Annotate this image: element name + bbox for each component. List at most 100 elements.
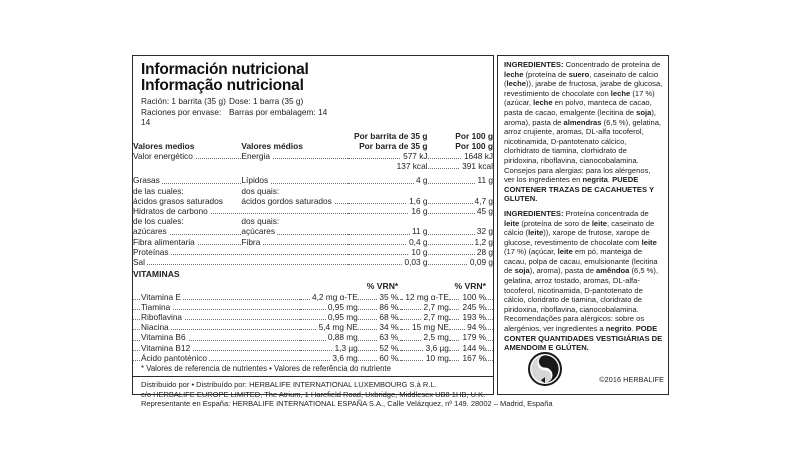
vitamin-p2-text: 245 %: [460, 301, 486, 312]
nutrient-es: Sal: [133, 256, 348, 267]
nutrient-pt: dos quais:: [241, 186, 347, 196]
vitamins-header: VITAMINAS: [133, 269, 180, 280]
vitamin-name: Vitamina E: [133, 291, 300, 302]
nutrient-v1: 577 kJ: [347, 150, 428, 161]
nutrient-v2-text: 391 kcal: [460, 161, 493, 172]
vitamins-header-row: VITAMINAS: [133, 267, 493, 279]
ing-es-b6: soja: [636, 107, 652, 117]
nutrient-pt: Lípidos: [241, 175, 348, 186]
vitamin-v2: 3,6 µg: [401, 342, 449, 353]
nutrient-es: [133, 161, 241, 171]
vitamin-p2: 144 %: [448, 342, 493, 353]
distributor-line-1: Distribuido por • Distribuído por: HERBA…: [141, 379, 437, 389]
nutrient-es-text: Fibra alimentaria: [133, 236, 197, 247]
vitamin-v1-text: 1,3 µg: [332, 342, 358, 353]
vitamin-p1-text: 60 %: [377, 352, 399, 363]
ing-pt-t4: )), xarope de frutose, xarope de glucose…: [504, 228, 650, 247]
vitamin-v2: 10 mg: [401, 352, 449, 363]
table-row: de los cuales: dos quais:: [133, 216, 493, 226]
vitamin-p1: 34 %: [357, 322, 402, 333]
ingredients-spanish: INGREDIENTES: Concentrado de proteína de…: [504, 60, 663, 204]
ing-pt-t2: (proteína de soro de: [519, 218, 592, 228]
nutrient-v1-text: 577 kJ: [401, 150, 428, 161]
nutrient-es: Valor energético: [133, 150, 242, 161]
vitamin-name: Vitamina B6: [133, 332, 300, 343]
nutrient-v2-text: 11 g: [475, 175, 493, 186]
nutrition-table: Por barrita de 35 g Por 100 g Valores me…: [133, 131, 493, 280]
nutrient-pt: Fibra: [241, 236, 348, 247]
nutrient-pt-text: Energia: [241, 150, 273, 161]
footer-logo-area: ©2016 HERBALIFE: [498, 344, 668, 390]
vitamin-v2-text: 15 mg NE: [410, 322, 449, 333]
ingredients-label-es: INGREDIENTES:: [504, 60, 564, 69]
nutrient-v2: 11 g: [427, 175, 493, 186]
table-row: azúcares açúcares 11 g 32 g: [133, 226, 493, 237]
ing-pt-b5: leite: [557, 247, 573, 257]
nutrient-es: de los cuales:: [133, 216, 241, 226]
ingredients-label-pt: INGREDIENTES:: [504, 208, 564, 218]
vitamin-name: Tiamina: [133, 301, 300, 312]
nutrient-v2-text: 45 g: [474, 205, 493, 216]
nutrient-es-text: azúcares: [133, 226, 169, 237]
vitamin-p1-text: 52 %: [377, 342, 399, 353]
vitamin-p1-text: 35 %: [377, 291, 399, 302]
header-per-100-pt: Por 100 g: [455, 140, 493, 151]
table-row: Hidratos de carbono 16 g 45 g: [133, 205, 493, 216]
ing-es-t5: (17 %) (azúcar,: [504, 88, 655, 108]
nutrient-v2: 28 g: [427, 246, 493, 257]
ing-es-t1: Concentrado de proteína de: [563, 60, 661, 69]
table-row: Fibra alimentaria Fibra 0,4 g 1,2 g: [133, 236, 493, 247]
vit-blank: [133, 279, 300, 291]
ing-es-b5: leche: [533, 98, 553, 108]
vitamin-row: Vitamina B6 0,88 mg 63 % 2,5 mg 179 %: [133, 332, 493, 343]
header-per-bar-es: Por barrita de 35 g: [353, 130, 428, 141]
footer-divider: [133, 375, 493, 377]
nutrient-v1: 10 g: [347, 246, 428, 257]
panel-titles: Información nutricional Informação nutri…: [133, 56, 493, 94]
vitamin-p2-text: 193 %: [460, 311, 486, 322]
nutrient-v1-text: 10 g: [409, 246, 428, 257]
nutrient-es: Fibra alimentaria: [133, 236, 242, 247]
nutrient-es-text: Grasas: [133, 175, 162, 186]
ing-pt-t5: (17 %) (açúcar,: [504, 247, 558, 257]
vitamin-p1-text: 68 %: [377, 311, 399, 322]
vitamin-p1: 86 %: [357, 301, 402, 312]
vitamin-v1-text: 0,88 mg: [325, 332, 358, 343]
nutrient-pt-text: dos quais:: [241, 216, 280, 227]
vitamin-p2: 245 %: [448, 301, 493, 312]
vit-blank-3: [401, 279, 449, 291]
nutrient-es-text: Hidratos de carbono: [133, 205, 210, 216]
vitamin-p2: 100 %: [448, 291, 493, 302]
nutrient-v1: 137 kcal: [348, 161, 428, 171]
nutrient-v1: [348, 216, 428, 226]
vitamins-table: % VRN* % VRN* Vitamina E 4,2 mg α-TE 35 …: [133, 279, 493, 363]
ration-pt: Dose: 1 barra (35 g): [229, 96, 304, 106]
ing-es-b1: leche: [504, 69, 524, 79]
nutrient-v2-text: 1648 kJ: [461, 150, 493, 161]
vitamin-v1-text: 5,4 mg NE: [316, 322, 358, 333]
ing-es-b7: almendras: [563, 117, 602, 127]
nutrient-es-text: de las cuales:: [133, 185, 184, 196]
nutrient-v1: 0,4 g: [347, 236, 428, 247]
ing-pt-b6: soja: [514, 266, 530, 276]
serving-row-ration: Ración: 1 barrita (35 g) Dose: 1 barra (…: [141, 96, 493, 107]
nutrient-v2: [428, 216, 493, 226]
nutrient-v2-text: 1,2 g: [472, 236, 493, 247]
nutrient-pt-text: dos quais:: [241, 185, 280, 196]
ing-pt-b4: leite: [641, 237, 657, 247]
table-row: de las cuales: dos quais:: [133, 186, 493, 196]
ing-es-t4: )), jarabe de fructosa, jarabe de glucos…: [504, 79, 663, 98]
vitamin-v2-text: 2,5 mg: [421, 332, 449, 343]
table-row: Valor energético Energia 577 kJ 1648 kJ: [133, 150, 493, 161]
nutrient-v1: [348, 186, 428, 196]
vitamin-name-text: Tiamina: [141, 301, 173, 312]
ingredients-panel: INGREDIENTES: Concentrado de proteína de…: [497, 55, 669, 395]
ing-pt-b2: leite: [591, 218, 608, 228]
vitamin-p1: 63 %: [357, 332, 402, 343]
nutrient-pt: dos quais:: [241, 216, 347, 226]
allergen-warning-pt: PODE CONTER QUANTIDADES VESTIGIÁRIAS DE …: [504, 324, 663, 353]
nutrient-v1: 1,6 g: [347, 195, 428, 206]
nutrient-pt: Energia: [241, 150, 348, 161]
nutrient-v2: 32 g: [427, 226, 493, 237]
vitamin-p2: 94 %: [448, 322, 493, 333]
